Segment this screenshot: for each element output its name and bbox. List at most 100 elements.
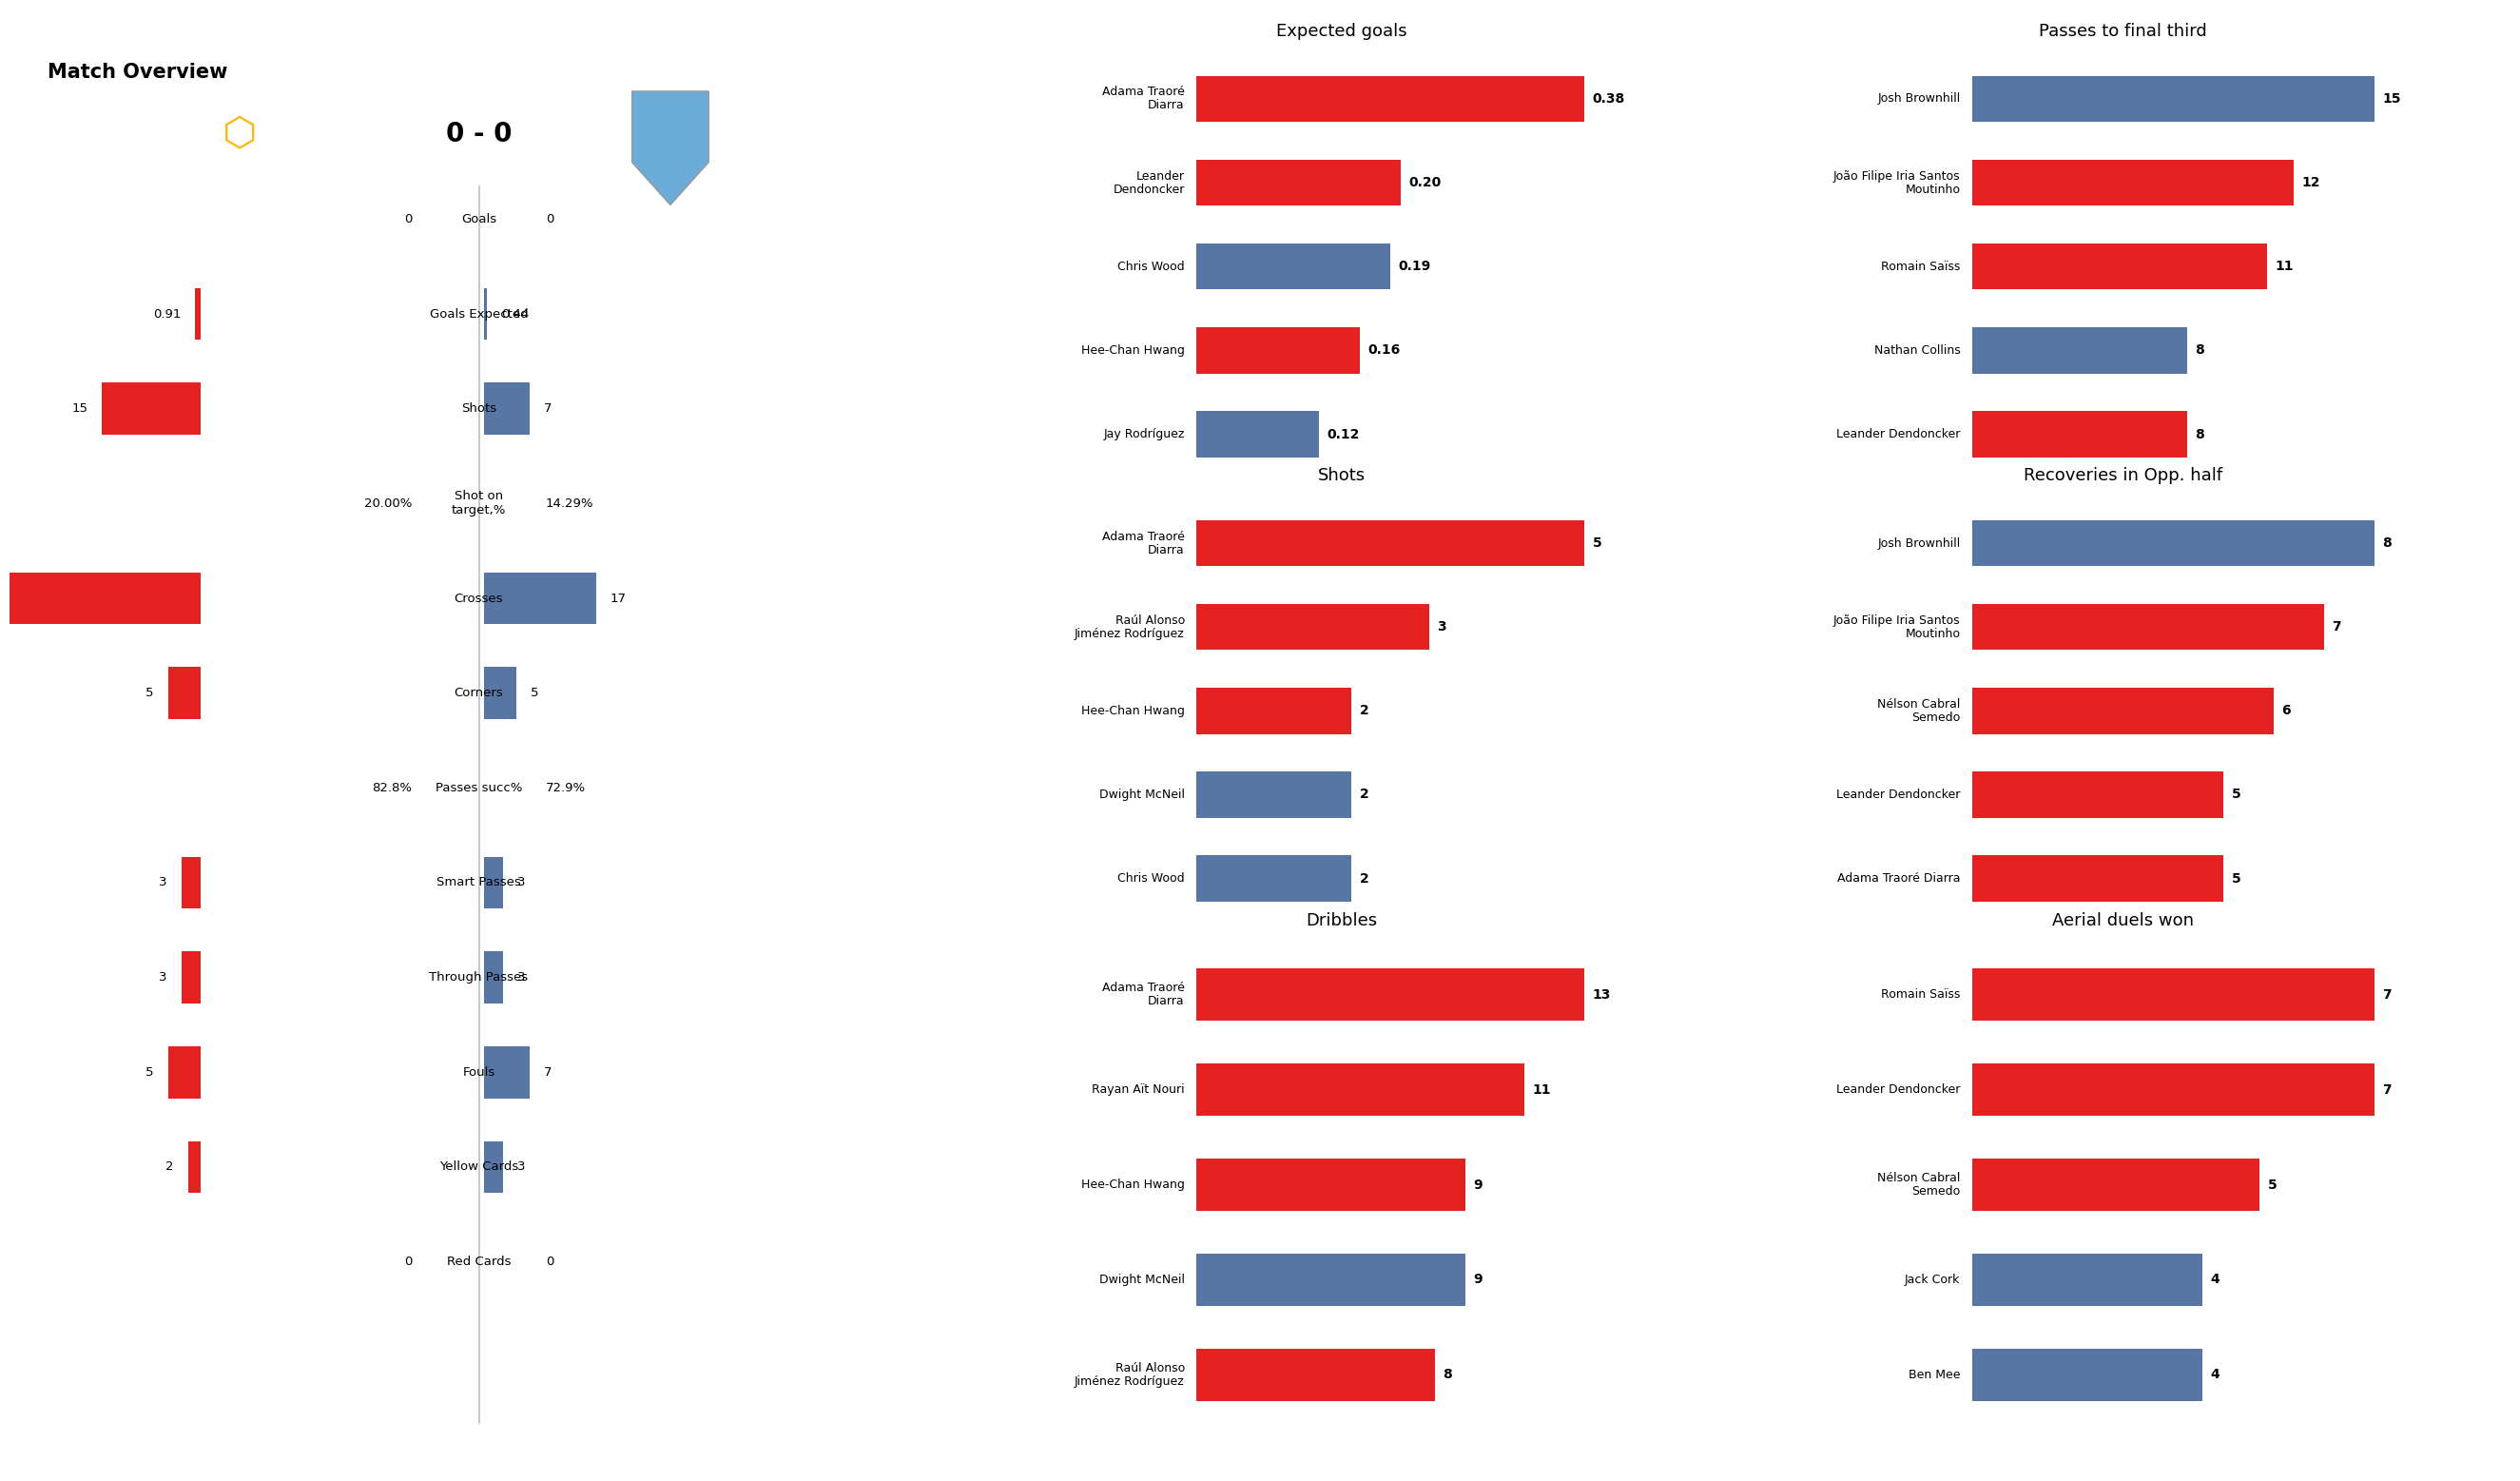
Text: 0: 0 xyxy=(403,1256,411,1268)
Text: 8: 8 xyxy=(2381,536,2391,549)
Bar xyxy=(1973,1063,2374,1115)
Text: 4: 4 xyxy=(2210,1274,2220,1287)
Bar xyxy=(1973,1254,2202,1306)
Text: Dwight McNeil: Dwight McNeil xyxy=(1099,1274,1184,1286)
Text: 5: 5 xyxy=(2233,788,2240,801)
Text: ⬡: ⬡ xyxy=(222,114,257,154)
Bar xyxy=(1973,243,2268,290)
Text: Jack Cork: Jack Cork xyxy=(1905,1274,1961,1286)
Text: Leander Dendoncker: Leander Dendoncker xyxy=(1837,788,1961,801)
Text: 0.20: 0.20 xyxy=(1409,176,1441,190)
Text: Josh Brownhill: Josh Brownhill xyxy=(1877,538,1961,549)
FancyBboxPatch shape xyxy=(189,1140,202,1194)
Text: 7: 7 xyxy=(544,403,552,415)
FancyBboxPatch shape xyxy=(484,1140,504,1194)
Text: 7: 7 xyxy=(2381,1083,2391,1096)
Text: Adama Traoré
Diarra: Adama Traoré Diarra xyxy=(1101,86,1184,111)
Text: Nélson Cabral
Semedo: Nélson Cabral Semedo xyxy=(1877,698,1961,724)
Text: Chris Wood: Chris Wood xyxy=(1116,872,1184,884)
Text: 2: 2 xyxy=(166,1161,174,1173)
Text: 7: 7 xyxy=(2381,988,2391,1001)
Text: 5: 5 xyxy=(2233,872,2240,886)
Text: 0 - 0: 0 - 0 xyxy=(446,120,512,147)
Bar xyxy=(1197,1158,1464,1211)
FancyBboxPatch shape xyxy=(484,1046,529,1099)
Text: Through Passes: Through Passes xyxy=(428,972,529,983)
Text: Yellow Cards: Yellow Cards xyxy=(438,1161,519,1173)
Bar xyxy=(1973,1158,2260,1211)
Text: 13: 13 xyxy=(1593,988,1610,1001)
Text: 9: 9 xyxy=(1472,1274,1482,1287)
Bar xyxy=(1197,1063,1525,1115)
Text: 9: 9 xyxy=(1472,1179,1482,1191)
Bar xyxy=(1197,76,1585,121)
Bar xyxy=(1197,520,1585,566)
Text: Chris Wood: Chris Wood xyxy=(1116,261,1184,273)
Text: 5: 5 xyxy=(146,1066,154,1078)
FancyBboxPatch shape xyxy=(101,382,202,435)
FancyBboxPatch shape xyxy=(181,951,202,1004)
Text: 5: 5 xyxy=(146,687,154,699)
FancyBboxPatch shape xyxy=(10,572,202,625)
Bar xyxy=(1197,772,1351,818)
Text: Goals: Goals xyxy=(461,213,496,225)
FancyBboxPatch shape xyxy=(181,856,202,909)
Text: 0: 0 xyxy=(547,1256,554,1268)
Text: Rayan Aït Nouri: Rayan Aït Nouri xyxy=(1091,1084,1184,1096)
Bar xyxy=(1197,856,1351,902)
Bar xyxy=(1197,1254,1464,1306)
Bar xyxy=(1973,76,2374,121)
Text: 3: 3 xyxy=(159,877,166,889)
Text: Adama Traoré
Diarra: Adama Traoré Diarra xyxy=(1101,982,1184,1007)
Text: Passes succ%: Passes succ% xyxy=(436,782,522,794)
Title: Shots: Shots xyxy=(1318,468,1366,484)
Text: 20.00%: 20.00% xyxy=(363,498,411,509)
FancyBboxPatch shape xyxy=(194,287,202,341)
Polygon shape xyxy=(633,92,708,204)
Text: 5: 5 xyxy=(2268,1179,2276,1191)
Bar xyxy=(1197,243,1391,290)
Text: Red Cards: Red Cards xyxy=(446,1256,512,1268)
FancyBboxPatch shape xyxy=(484,572,595,625)
Text: Leander
Dendoncker: Leander Dendoncker xyxy=(1114,170,1184,195)
Text: 12: 12 xyxy=(2301,176,2321,190)
Text: 3: 3 xyxy=(159,972,166,983)
Text: Jay Rodríguez: Jay Rodríguez xyxy=(1104,428,1184,440)
Bar xyxy=(1973,772,2223,818)
Text: 2: 2 xyxy=(1358,705,1368,717)
Text: 2: 2 xyxy=(1358,872,1368,886)
Text: Romain Saïss: Romain Saïss xyxy=(1880,989,1961,1001)
Text: 17: 17 xyxy=(610,592,627,604)
Text: 0.91: 0.91 xyxy=(154,308,181,320)
Text: 5: 5 xyxy=(1593,536,1603,549)
Text: Fouls: Fouls xyxy=(464,1066,494,1078)
Text: 4: 4 xyxy=(2210,1368,2220,1382)
Text: 72.9%: 72.9% xyxy=(547,782,585,794)
Bar xyxy=(1973,856,2223,902)
Text: Smart Passes: Smart Passes xyxy=(436,877,522,889)
Bar xyxy=(1973,327,2187,373)
Bar xyxy=(1973,520,2374,566)
Bar xyxy=(1197,1349,1436,1401)
Text: 3: 3 xyxy=(1436,621,1446,634)
Bar xyxy=(1973,687,2273,735)
Text: Hee-Chan Hwang: Hee-Chan Hwang xyxy=(1081,344,1184,357)
Text: 6: 6 xyxy=(2281,705,2291,717)
Text: Leander Dendoncker: Leander Dendoncker xyxy=(1837,1084,1961,1096)
Bar xyxy=(1197,327,1361,373)
Text: 0.38: 0.38 xyxy=(1593,92,1625,105)
Text: 8: 8 xyxy=(2195,344,2205,357)
Text: Goals Expected: Goals Expected xyxy=(428,308,529,320)
Text: 3: 3 xyxy=(517,972,527,983)
Text: Hee-Chan Hwang: Hee-Chan Hwang xyxy=(1081,705,1184,717)
FancyBboxPatch shape xyxy=(484,666,517,720)
Bar xyxy=(1197,160,1401,206)
Text: Romain Saïss: Romain Saïss xyxy=(1880,261,1961,273)
Text: 15: 15 xyxy=(71,403,88,415)
Text: 14.29%: 14.29% xyxy=(547,498,595,509)
FancyBboxPatch shape xyxy=(169,1046,202,1099)
Text: 11: 11 xyxy=(2276,261,2293,273)
Text: 3: 3 xyxy=(517,1161,527,1173)
Title: Recoveries in Opp. half: Recoveries in Opp. half xyxy=(2024,468,2223,484)
Text: Nélson Cabral
Semedo: Nélson Cabral Semedo xyxy=(1877,1171,1961,1198)
